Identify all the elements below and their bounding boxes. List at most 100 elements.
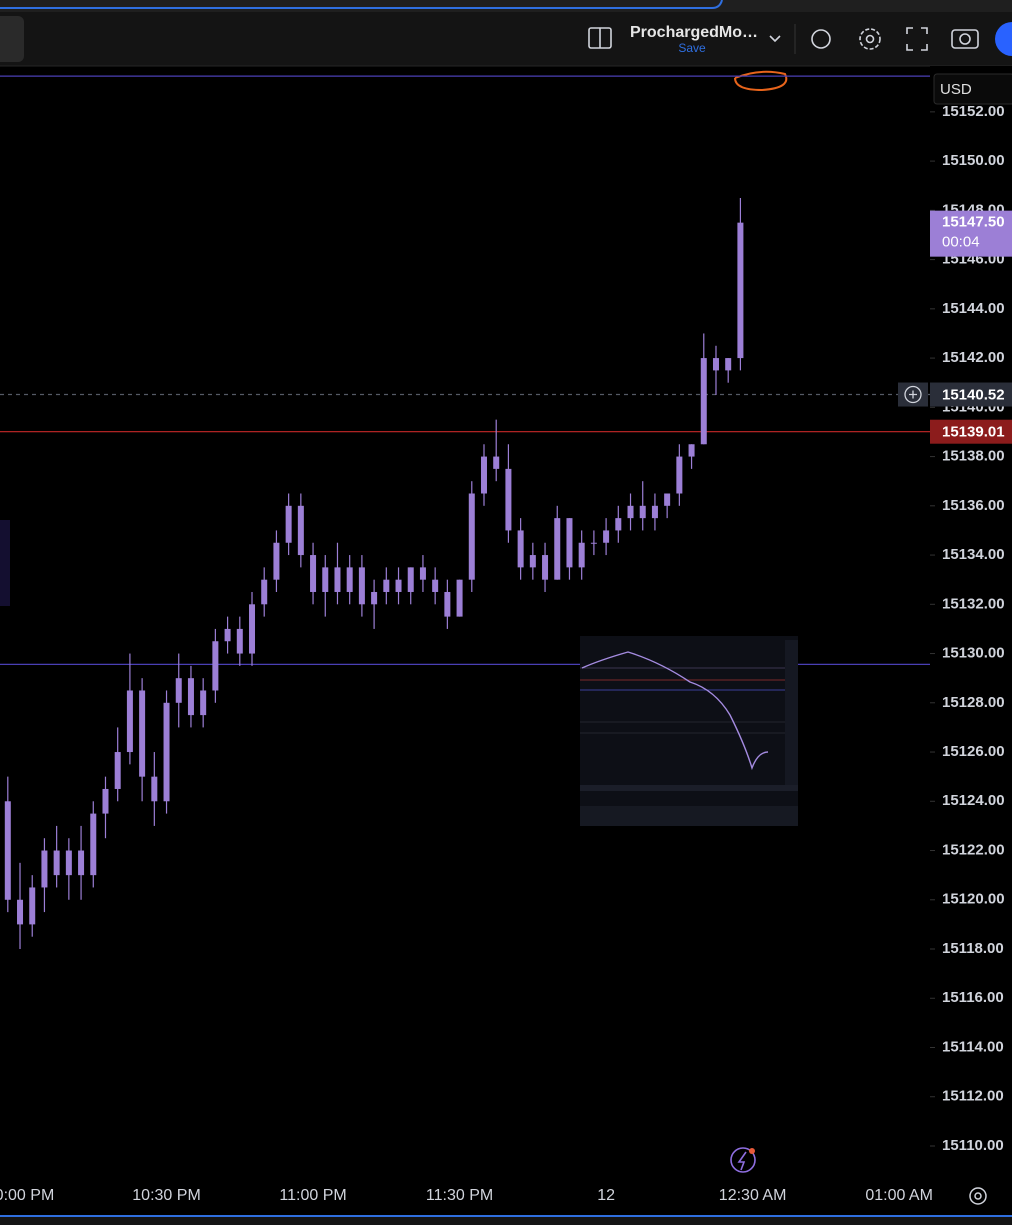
candle-body [78,850,85,876]
candle-body [187,678,194,716]
candle-body [200,690,207,716]
candle-body [529,555,536,568]
candle-body [627,505,634,519]
last-price-label: 15147.50 [942,214,1005,231]
candle-body [139,690,146,777]
candle-body [151,776,158,802]
candle-body [664,493,671,506]
publish-button[interactable] [995,22,1012,56]
candle-body [566,518,573,568]
candle-body [676,456,683,494]
candle-body [688,444,695,457]
candle-body [126,690,133,753]
axis-settings-icon[interactable] [969,1187,987,1205]
candle-layer [4,198,744,950]
y-tick-label: 15122.00 [942,841,1005,858]
candle-body [456,579,463,617]
bolt-icon[interactable] [730,1147,756,1173]
candle-body [4,801,11,900]
crosshair-add-plus [909,390,917,399]
candle-body [285,505,292,543]
screenshot-icon-lens [959,33,971,45]
drawing-scribble [734,70,788,92]
candle-body [41,850,48,888]
save-button[interactable]: Save [678,41,706,55]
layout-name[interactable]: ProchargedMo… [630,24,758,41]
currency-select[interactable] [933,73,1012,105]
time-axis: 10:00 PM 10:30 PM 11:00 PM 11:30 PM 12 12:30 … [0,1187,933,1204]
candle-body [297,505,304,556]
hline-layer [0,75,930,665]
y-tick-label: 15142.00 [942,349,1005,366]
candle-body [29,887,36,925]
settings-icon-center [865,34,875,44]
inset-price-line [581,651,769,771]
layout-menu-arrow[interactable] [769,35,781,43]
candle-body [65,850,72,876]
candle-body [371,591,378,605]
candle-body [444,591,451,617]
y-tick-label: 15150.00 [942,152,1005,169]
x-tick-label: 11:30 PM [426,1187,493,1204]
candle-body [383,579,390,592]
y-tick-label: 15152.00 [942,103,1005,120]
candle-body [493,456,500,469]
y-tick-label: 15136.00 [942,497,1005,514]
candle-body [102,788,109,814]
candle-body [358,567,365,605]
axis-settings-center [974,1192,982,1200]
last-price-tag [930,210,1012,257]
fullscreen-icon[interactable] [906,27,928,51]
candle-body [712,358,719,371]
inset-time-axis [580,785,798,791]
candle-body [554,518,561,580]
candle-body [114,752,121,789]
price-tag [930,419,1012,444]
tab-outline [0,0,723,9]
y-tick-label: 15128.00 [942,694,1005,711]
candle-body [17,899,24,925]
candle-body [224,628,231,642]
candle-body [322,567,329,592]
y-tick-label: 15144.00 [942,300,1005,317]
inset-thumbnail [580,636,798,826]
screenshot-icon[interactable] [951,29,979,49]
candle-body [407,567,414,592]
bolt-icon-glyph [737,1151,747,1171]
y-tick-label: 15118.00 [942,940,1004,957]
x-tick-label: 10:00 PM [0,1187,54,1204]
currency-label[interactable]: USD [940,81,972,98]
candle-body [639,505,646,519]
candle-body [578,542,585,568]
candle-body [419,567,426,580]
left-shade [0,520,10,606]
candle-body [432,579,439,592]
candle-body [468,493,475,580]
candle-body [346,567,353,592]
settings-icon[interactable] [859,28,881,50]
price-tag-label: 15140.52 [942,386,1005,403]
alert-icon[interactable] [811,29,831,49]
candle-body [542,555,549,580]
x-tick-label: 01:00 AM [865,1187,933,1204]
bolt-badge [749,1148,755,1154]
plot-area [0,70,788,606]
candle-body [273,542,280,580]
crosshair-add-icon [904,385,922,404]
x-tick-label: 12 [597,1187,615,1204]
y-tick-label: 15110.00 [942,1137,1004,1154]
y-tick-label: 15116.00 [942,989,1004,1006]
y-tick-label: 15112.00 [942,1088,1004,1105]
candle-body [725,358,732,371]
price-tag-label: 15139.01 [942,424,1005,441]
candle-body [163,702,170,802]
toolbar-button[interactable] [0,16,24,62]
candle-body [212,641,219,691]
y-tick-label: 15134.00 [942,546,1005,563]
candle-body [236,628,243,654]
browser-strip [0,0,1012,12]
candle-body [590,542,597,544]
candle-body [249,604,256,654]
